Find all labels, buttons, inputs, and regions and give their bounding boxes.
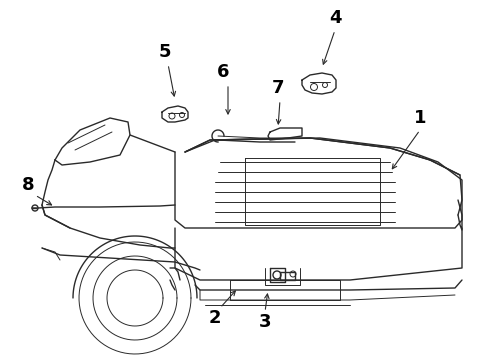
Text: 1: 1 [414,109,426,127]
Text: 2: 2 [209,309,221,327]
Text: 7: 7 [272,79,284,97]
Text: 6: 6 [217,63,229,81]
Text: 4: 4 [329,9,341,27]
Text: 8: 8 [22,176,34,194]
Text: 5: 5 [159,43,171,61]
Text: 3: 3 [259,313,271,331]
